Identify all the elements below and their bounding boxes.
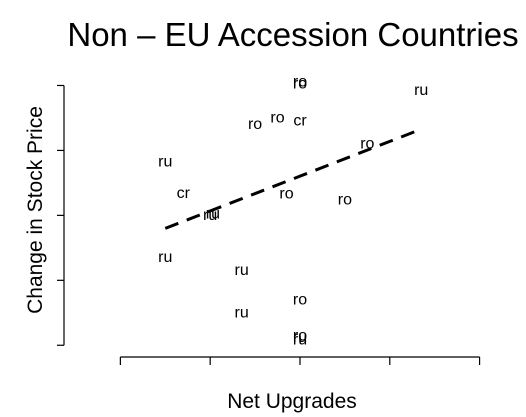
chart-title: Non – EU Accession Countries bbox=[67, 16, 518, 53]
point-label: cr bbox=[177, 185, 191, 202]
point-label: ru bbox=[234, 304, 248, 321]
point-label: cr bbox=[293, 113, 307, 130]
point-label: ru bbox=[203, 207, 217, 224]
point-label: ro bbox=[293, 291, 307, 308]
point-label: ro bbox=[293, 76, 307, 93]
point-label: ro bbox=[338, 191, 352, 208]
x-axis bbox=[119, 356, 481, 365]
point-label: ro bbox=[293, 328, 307, 345]
y-axis-title: Change in Stock Price bbox=[24, 106, 47, 314]
y-axis bbox=[57, 84, 65, 346]
point-label: ro bbox=[360, 135, 374, 152]
point-label: ru bbox=[158, 154, 172, 171]
point-label: ru bbox=[234, 262, 248, 279]
point-label: ro bbox=[293, 74, 307, 91]
point-label: ro bbox=[248, 116, 262, 133]
point-label: ru bbox=[293, 332, 307, 349]
point-label: ru bbox=[293, 329, 307, 346]
point-label: ru bbox=[158, 249, 172, 266]
x-axis-title: Net Upgrades bbox=[227, 390, 357, 413]
point-label: ro bbox=[270, 109, 284, 126]
point-label: ro bbox=[279, 185, 293, 202]
point-label: ru bbox=[206, 206, 220, 223]
point-label: ru bbox=[414, 82, 428, 99]
